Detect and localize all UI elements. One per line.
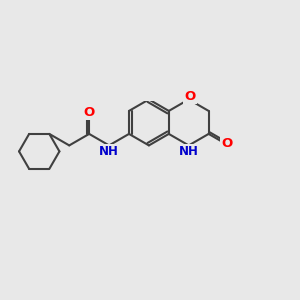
Text: NH: NH: [99, 145, 118, 158]
Text: O: O: [221, 137, 232, 150]
Text: O: O: [83, 106, 95, 119]
Text: O: O: [184, 90, 196, 103]
Text: NH: NH: [179, 145, 199, 158]
